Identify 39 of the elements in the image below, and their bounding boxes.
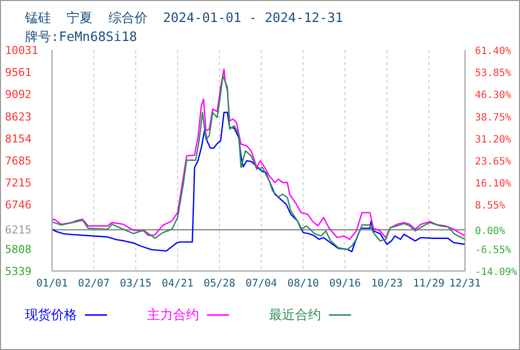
y2-tick-label: 16.10% (475, 178, 512, 190)
legend-label: 现货价格 (25, 307, 77, 324)
y2-tick-label: 61.40% (475, 46, 512, 57)
x-tick-label: 03/15 (120, 277, 152, 290)
x-tick-label: 09/16 (329, 277, 361, 290)
y-tick-label: 7685 (5, 154, 32, 168)
x-tick-label: 12/31 (449, 277, 481, 290)
legend-label: 主力合约 (147, 307, 199, 324)
y2-tick-label: 23.65% (475, 156, 512, 168)
y-tick-label: 9561 (5, 66, 32, 80)
y-tick-label: 7215 (5, 176, 32, 190)
y2-tick-label: 46.30% (475, 90, 512, 102)
chart-subtitle: 牌号:FeMn68Si18 (25, 29, 138, 46)
y-tick-label: 5808 (5, 242, 32, 256)
x-tick-label: 10/23 (371, 277, 403, 290)
x-tick-label: 05/28 (204, 277, 236, 290)
y2-tick-label: 0.00% (475, 226, 506, 237)
y-tick-label: 6215 (5, 224, 32, 237)
y2-tick-label: -6.55% (475, 244, 512, 256)
y-tick-label: 5339 (5, 265, 32, 278)
y-tick-label: 10031 (5, 44, 38, 57)
y2-tick-label: -14.09% (475, 267, 518, 278)
y-tick-label: 6746 (5, 198, 32, 212)
y-tick-label: 9092 (5, 88, 32, 102)
x-tick-label: 02/07 (78, 277, 110, 290)
y-tick-label: 8623 (5, 110, 32, 124)
legend-label: 最近合约 (269, 307, 321, 324)
x-tick-label: 08/10 (287, 277, 319, 290)
y2-tick-label: 53.85% (475, 68, 512, 80)
x-tick-label: 01/01 (36, 277, 68, 290)
x-tick-label: 07/04 (246, 277, 278, 290)
chart-title: 锰硅 宁夏 综合价 2024-01-01 - 2024-12-31 (25, 10, 343, 27)
y2-tick-label: 31.20% (475, 134, 512, 146)
y2-tick-label: 38.75% (475, 112, 512, 124)
y-tick-label: 8154 (5, 132, 32, 146)
x-tick-label: 11/29 (412, 277, 445, 290)
line-series (52, 112, 465, 252)
y2-tick-label: 8.55% (475, 200, 506, 212)
x-tick-label: 04/21 (162, 277, 194, 290)
